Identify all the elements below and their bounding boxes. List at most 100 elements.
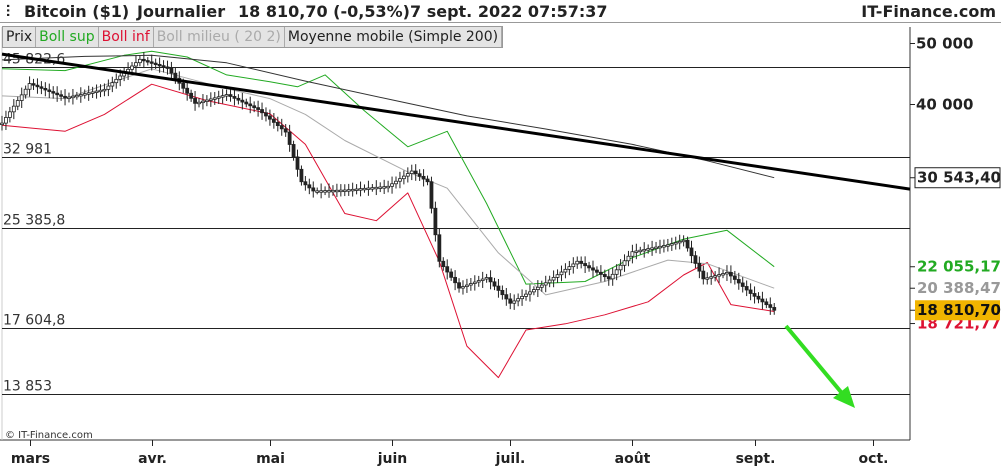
candle-body [476,280,481,283]
candle-body [413,170,418,175]
candle-body [114,78,119,84]
quote-datetime: 7 sept. 2022 07:57:37 [410,2,608,21]
candle-body [429,181,434,209]
right-label-2: 20 388,47 [910,278,1001,299]
candle-body [709,276,714,279]
candle-body [472,281,477,284]
candle-body [63,95,67,99]
candle-body [729,272,733,277]
candle-body [362,187,367,191]
candle-body [453,276,458,284]
candle-body [248,103,253,107]
arrow-head [833,386,855,408]
candle-body [642,249,647,252]
candle-body [732,275,737,280]
candle-body [323,190,327,193]
candle-body [208,98,213,101]
trendline [1,52,911,191]
candle-body [315,190,320,193]
candle-body [212,97,217,100]
legend-item-1[interactable]: Boll sup [36,27,99,47]
candle-body [161,65,166,68]
x-tick-label-1: avr. [138,451,167,467]
candle-body [311,187,316,192]
candle-body [102,88,107,92]
candle-body [342,189,347,192]
right-label-0: 30 543,40 [910,167,1001,189]
candle-body [78,94,83,97]
candle-body [646,248,651,251]
right-label-box [915,300,1000,321]
candle-body [90,91,95,94]
legend-item-2[interactable]: Boll inf [99,27,154,47]
candle-body [421,175,426,180]
x-tick-label-0: mars [11,451,50,467]
candle-body [216,96,221,99]
candle-body [307,184,312,189]
candle-body [74,94,79,98]
candle-body [220,95,225,98]
candle-body [244,101,249,105]
trendline-line [1,52,911,191]
candle-body [51,91,56,94]
series-line-4 [1,54,775,179]
candle-body [98,89,103,93]
legend-item-3[interactable]: Boll milieu ( 20 2) [154,27,285,47]
x-tick-label-6: sept. [736,451,776,467]
candle-body [417,173,422,177]
candle-body [721,273,725,276]
candle-body [232,96,237,99]
level-label-4: 13 853 [3,379,52,395]
candle-body [82,93,87,96]
candle-body [701,270,706,280]
candle-body [760,298,765,303]
candle-body [350,188,355,192]
candle-body [689,247,694,257]
candle-body [571,263,576,268]
x-tick-label-2: mai [256,451,285,467]
candle-body [370,187,375,190]
candle-body [437,234,442,262]
x-axis: mars avr. mai juin juil. août sept. oct. [11,440,888,467]
candle-body [563,268,568,273]
y-tick-label-1: 40 000 [916,96,973,114]
candle-body [378,186,383,189]
candle-body [7,111,12,118]
x-tick-label-3: juin [377,451,408,467]
candle-body [334,189,339,193]
level-label-3: 17 604,8 [3,313,65,329]
candle-body [583,263,588,267]
candle-body [299,168,304,183]
candle-body [634,250,639,253]
candle-body [94,90,99,93]
candle-body [291,144,296,158]
legend-item-0[interactable]: Prix [3,27,37,47]
candle-body [752,293,757,297]
candle-body [271,118,276,123]
chart-title: Bitcoin ($1) [24,2,129,21]
candle-body [149,61,154,64]
right-label-1: 22 055,17 [910,256,1001,277]
candle-body [279,125,284,130]
candle-body [405,173,410,177]
candle-body [153,62,158,66]
candle-body [512,300,517,304]
candle-body [19,94,24,101]
candle-body [268,115,272,120]
candle-body [555,274,560,278]
candle-body [693,255,698,264]
candle-body [748,289,753,294]
legend-item-4[interactable]: Moyenne mobile (Simple 200) [285,27,503,47]
candle-body [610,273,615,280]
brand-label: IT-Finance.com [861,2,996,21]
right-label-text: 20 388,47 [917,279,1001,297]
candle-body [669,243,674,246]
candle-body [204,99,209,102]
candle-body [394,180,398,185]
arrow-shaft [784,324,848,400]
candle-body [618,264,623,271]
candle-body [665,244,670,247]
candle-body [173,72,178,79]
